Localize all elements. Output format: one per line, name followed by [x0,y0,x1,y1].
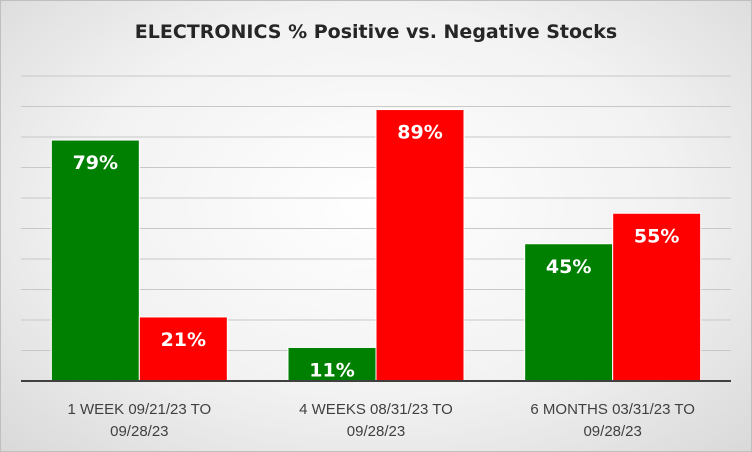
data-label: 21% [161,329,206,351]
category-label: 1 WEEK 09/21/23 TO [67,401,211,418]
bar-positive [50,139,140,382]
data-label: 55% [634,225,679,247]
category-label: 09/28/23 [110,423,168,440]
data-label: 11% [309,359,354,381]
chart-title: ELECTRONICS % Positive vs. Negative Stoc… [134,21,618,43]
data-label: 45% [546,256,591,278]
bar-positive [524,243,614,382]
data-label: 89% [397,122,442,144]
category-label: 4 WEEKS 08/31/23 TO [299,401,453,418]
category-label: 09/28/23 [583,423,641,440]
category-label: 6 MONTHS 03/31/23 TO [530,401,695,418]
bar-positive [287,346,377,382]
data-label: 79% [73,152,118,174]
category-label: 09/28/23 [347,423,405,440]
bar-negative [375,109,465,382]
